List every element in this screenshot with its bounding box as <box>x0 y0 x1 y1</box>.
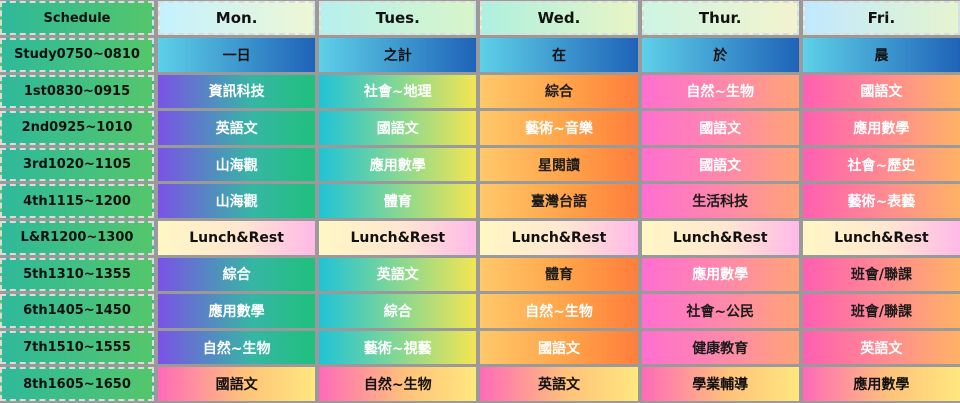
class-cell: 社會~地理 <box>319 74 477 109</box>
class-cell: 藝術~視藝 <box>319 330 477 365</box>
class-cell: 於 <box>641 38 799 72</box>
class-cell: 臺灣台語 <box>480 184 638 218</box>
class-cell: 在 <box>480 38 638 72</box>
class-cell: 自然~生物 <box>641 74 799 109</box>
class-cell: 班會/聯課 <box>802 294 960 328</box>
period-time-label: 7th1510~1555 <box>0 330 154 365</box>
class-cell: 綜合 <box>480 74 638 109</box>
period-time-label: Study0750~0810 <box>0 38 154 72</box>
period-time-label: 2nd0925~1010 <box>0 111 154 145</box>
class-cell: 一日 <box>158 38 316 72</box>
class-cell: 國語文 <box>319 111 477 145</box>
class-cell: 英語文 <box>319 257 477 292</box>
day-header-thu: Thur. <box>641 1 799 35</box>
class-cell: Lunch&Rest <box>641 220 799 255</box>
class-cell: 健康教育 <box>641 330 799 365</box>
period-time-label: 8th1605~1650 <box>0 367 154 401</box>
class-cell: 應用數學 <box>319 147 477 182</box>
period-time-label: 3rd1020~1105 <box>0 147 154 182</box>
class-cell: 星閱讀 <box>480 147 638 182</box>
class-cell: 英語文 <box>802 330 960 365</box>
class-cell: 班會/聯課 <box>802 257 960 292</box>
class-cell: 生活科技 <box>641 184 799 218</box>
class-cell: 山海觀 <box>158 184 316 218</box>
class-cell: 體育 <box>319 184 477 218</box>
class-cell: 英語文 <box>158 111 316 145</box>
class-cell: 國語文 <box>802 74 960 109</box>
class-cell: 綜合 <box>319 294 477 328</box>
day-header-tue: Tues. <box>319 1 477 35</box>
schedule-header: Schedule <box>0 1 154 35</box>
class-cell: 應用數學 <box>802 111 960 145</box>
class-cell: 山海觀 <box>158 147 316 182</box>
class-cell: 自然~生物 <box>158 330 316 365</box>
class-cell: 應用數學 <box>802 367 960 401</box>
class-cell: 應用數學 <box>158 294 316 328</box>
class-cell: 晨 <box>802 38 960 72</box>
period-time-label: L&R1200~1300 <box>0 220 154 255</box>
day-header-wed: Wed. <box>480 1 638 35</box>
period-time-label: 5th1310~1355 <box>0 257 154 292</box>
class-cell: 社會~公民 <box>641 294 799 328</box>
class-cell: 體育 <box>480 257 638 292</box>
class-cell: 資訊科技 <box>158 74 316 109</box>
class-cell: Lunch&Rest <box>802 220 960 255</box>
class-cell: Lunch&Rest <box>319 220 477 255</box>
day-header-fri: Fri. <box>802 1 960 35</box>
class-cell: 國語文 <box>158 367 316 401</box>
class-cell: 自然~生物 <box>319 367 477 401</box>
class-cell: Lunch&Rest <box>480 220 638 255</box>
class-cell: 國語文 <box>641 111 799 145</box>
period-time-label: 4th1115~1200 <box>0 184 154 218</box>
class-cell: 社會~歷史 <box>802 147 960 182</box>
class-cell: Lunch&Rest <box>158 220 316 255</box>
period-time-label: 6th1405~1450 <box>0 294 154 328</box>
day-header-mon: Mon. <box>158 1 316 35</box>
class-cell: 英語文 <box>480 367 638 401</box>
class-cell: 應用數學 <box>641 257 799 292</box>
class-cell: 國語文 <box>480 330 638 365</box>
class-cell: 藝術~表藝 <box>802 184 960 218</box>
class-cell: 國語文 <box>641 147 799 182</box>
class-cell: 自然~生物 <box>480 294 638 328</box>
period-time-label: 1st0830~0915 <box>0 74 154 109</box>
class-cell: 綜合 <box>158 257 316 292</box>
class-cell: 學業輔導 <box>641 367 799 401</box>
class-cell: 藝術~音樂 <box>480 111 638 145</box>
class-cell: 之計 <box>319 38 477 72</box>
